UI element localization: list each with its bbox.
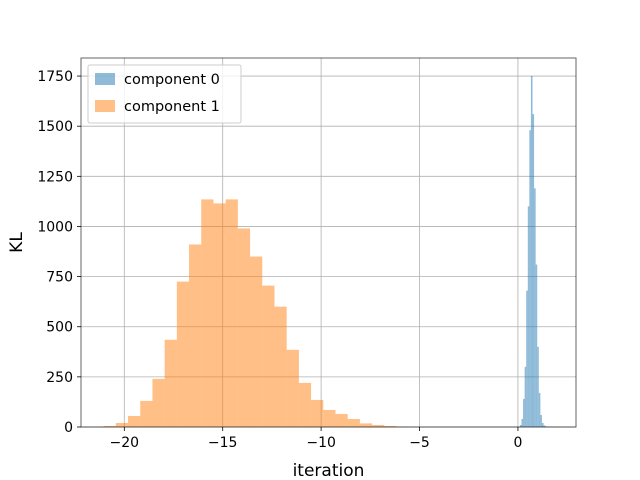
legend-swatch-component-1	[95, 100, 115, 112]
y-tick-label: 1750	[37, 69, 73, 85]
y-tick-label: 750	[46, 270, 73, 286]
x-axis: −20 −15 −10 −5 0	[110, 427, 522, 451]
histogram-bars	[103, 76, 555, 428]
y-tick-label: 250	[46, 370, 73, 386]
x-tick-label: −20	[110, 435, 140, 451]
histogram-bar-component-1	[225, 199, 238, 427]
histogram-bar-component-1	[347, 418, 360, 427]
histogram-bar-component-0	[530, 76, 533, 427]
histogram-bar-component-1	[384, 425, 397, 427]
histogram-bar-component-1	[335, 413, 348, 427]
histogram-bar-component-1	[164, 339, 177, 427]
histogram-bar-component-0	[521, 418, 524, 427]
x-axis-label: iteration	[293, 461, 365, 480]
histogram-bar-component-1	[262, 285, 275, 427]
x-tick-label: −10	[306, 435, 336, 451]
y-tick-label: 1000	[37, 219, 73, 235]
x-tick-label: −5	[409, 435, 430, 451]
legend-label-component-1: component 1	[124, 99, 220, 115]
histogram-bar-component-1	[372, 424, 385, 427]
histogram-bar-component-0	[540, 414, 542, 427]
histogram-bar-component-0	[524, 366, 527, 427]
histogram-bar-component-0	[535, 264, 538, 427]
histogram-bar-component-1	[189, 244, 202, 427]
histogram-bar-component-0	[529, 130, 531, 427]
histogram-bar-component-0	[527, 206, 530, 427]
histogram-bar-component-1	[237, 228, 251, 427]
legend-box	[87, 64, 242, 124]
histogram-bar-component-0	[538, 392, 541, 427]
histogram-bar-component-0	[523, 398, 525, 427]
histogram-bar-component-1	[286, 349, 299, 427]
histogram-bar-component-1	[311, 399, 324, 427]
histogram-bar-component-1	[274, 306, 287, 427]
histogram-bar-component-1	[115, 422, 129, 427]
y-axis-label: KL	[7, 232, 27, 253]
y-tick-label: 500	[46, 320, 73, 336]
histogram-bar-component-0	[519, 424, 522, 427]
y-tick-label: 1500	[37, 119, 73, 135]
legend-swatch-component-0	[95, 73, 115, 85]
histogram-bar-component-0	[532, 114, 535, 428]
x-tick-label: 0	[513, 435, 522, 451]
y-tick-label: 1250	[37, 169, 73, 185]
histogram-bar-component-1	[140, 400, 153, 427]
histogram-bar-component-0	[534, 188, 536, 427]
plot-frame	[80, 57, 577, 428]
histogram-bar-component-1	[201, 199, 214, 427]
histogram-bar-component-0	[543, 425, 546, 427]
legend: component 0 component 1	[87, 64, 242, 124]
legend-label-component-0: component 0	[124, 72, 220, 88]
x-tick-label: −15	[208, 435, 238, 451]
histogram-bar-component-1	[213, 203, 226, 427]
histogram-bar-component-1	[176, 281, 190, 427]
histogram-bar-component-1	[359, 423, 373, 427]
histogram-bar-component-1	[323, 409, 336, 427]
histogram-bar-component-0	[541, 422, 544, 427]
histogram-bar-component-1	[128, 415, 141, 427]
histogram-bar-component-1	[103, 425, 116, 427]
histogram-bar-component-1	[250, 256, 263, 427]
y-tick-label: 0	[64, 420, 73, 436]
histogram-bar-component-0	[526, 290, 528, 427]
histogram-bar-component-1	[298, 382, 312, 427]
histogram-bar-component-1	[152, 378, 165, 427]
histogram-bar-component-0	[537, 346, 539, 427]
y-axis: 0 250 500 750 1000 1250 1500 1750	[37, 69, 81, 436]
